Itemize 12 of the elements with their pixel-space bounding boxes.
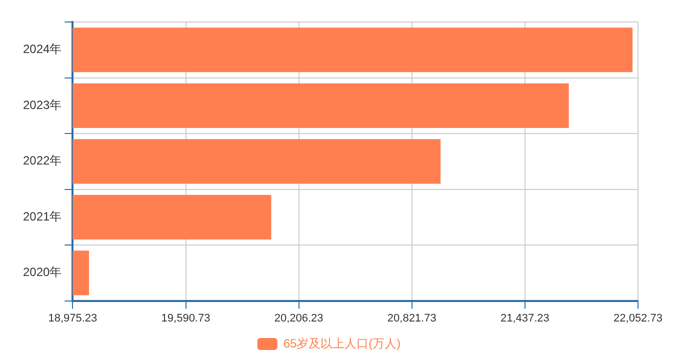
x-tick-label: 20,206.23 — [274, 312, 324, 324]
y-tick-label: 2022年 — [22, 154, 62, 168]
x-tick-label: 19,590.73 — [161, 312, 210, 324]
y-tick-label: 2023年 — [22, 98, 62, 112]
legend-label: 65岁及以上人口(万人) — [283, 336, 401, 350]
y-tick-label: 2021年 — [22, 209, 62, 224]
x-tick-label: 20,821.73 — [387, 312, 436, 324]
y-tick-label: 2024年 — [22, 42, 62, 56]
x-tick-label: 21,437.23 — [500, 312, 550, 324]
y-tick-label: 2020年 — [22, 265, 62, 280]
x-tick-label: 18,975.23 — [48, 312, 98, 324]
x-tick-label: 22,052.73 — [614, 312, 662, 324]
